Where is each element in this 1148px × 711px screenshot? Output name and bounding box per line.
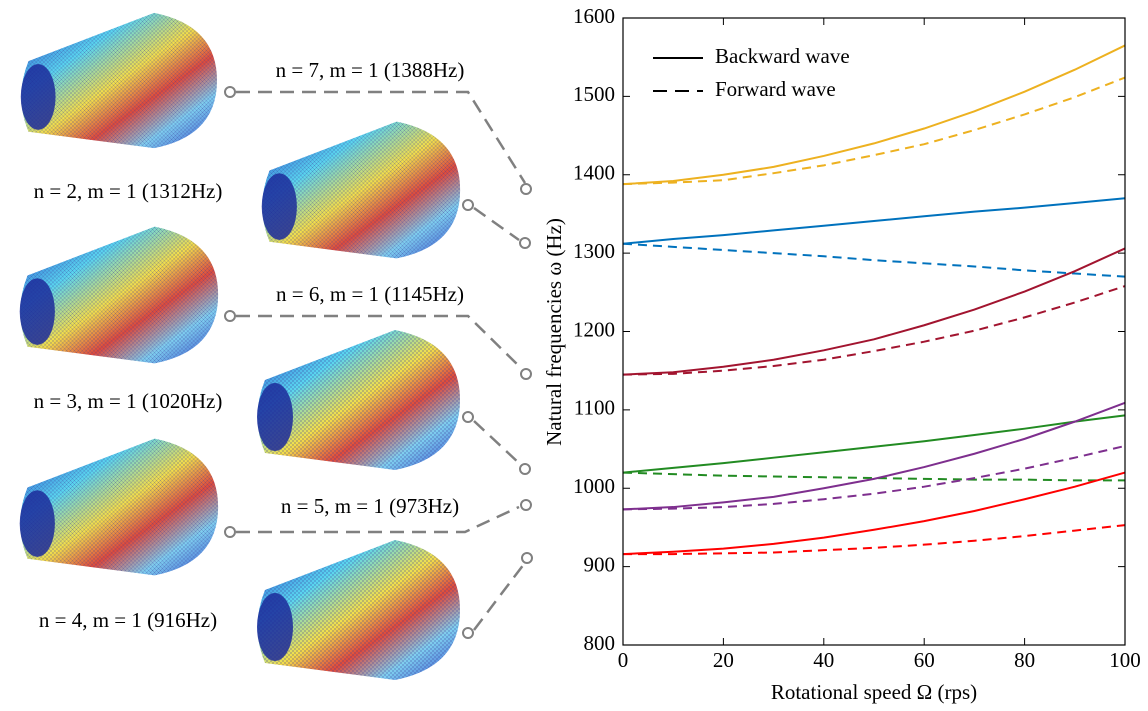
connector bbox=[236, 90, 527, 184]
y-tick-label: 1100 bbox=[574, 396, 615, 420]
line-series bbox=[622, 242, 1126, 278]
x-tick-label: 80 bbox=[1014, 648, 1035, 672]
line-series bbox=[622, 197, 1126, 245]
connector-end bbox=[520, 499, 532, 511]
connector-end bbox=[462, 199, 474, 211]
line-series bbox=[622, 247, 1126, 376]
mode-shape bbox=[257, 540, 460, 680]
mode-label: n = 2, m = 1 (1312Hz) bbox=[34, 179, 223, 203]
legend-label: Backward wave bbox=[715, 44, 850, 68]
connector-end bbox=[224, 86, 236, 98]
y-tick-label: 1000 bbox=[573, 474, 615, 498]
mode-label: n = 3, m = 1 (1020Hz) bbox=[34, 389, 223, 413]
connector bbox=[473, 420, 521, 465]
line-series bbox=[623, 524, 1126, 556]
x-tick-label: 20 bbox=[713, 648, 734, 672]
x-axis-label: Rotational speed Ω (rps) bbox=[771, 680, 977, 704]
y-tick-label: 1500 bbox=[573, 82, 615, 106]
connector bbox=[473, 206, 520, 242]
mode-labels: n = 7, m = 1 (1388Hz) n = 2, m = 1 (1312… bbox=[34, 58, 465, 632]
connector-end bbox=[519, 463, 531, 475]
mode-shape bbox=[261, 121, 461, 259]
line-series bbox=[622, 471, 1126, 556]
line-series bbox=[622, 414, 1126, 474]
y-tick-label: 1300 bbox=[573, 239, 615, 263]
connector-end bbox=[521, 552, 533, 564]
connector bbox=[236, 505, 520, 534]
line-series bbox=[622, 471, 1125, 482]
mode-shape bbox=[19, 226, 219, 364]
mode-label: n = 5, m = 1 (973Hz) bbox=[281, 494, 459, 518]
line-series bbox=[622, 444, 1126, 511]
line-series bbox=[622, 401, 1126, 511]
connector-end bbox=[520, 368, 532, 380]
line-series bbox=[622, 44, 1126, 186]
connectors bbox=[224, 86, 533, 639]
x-tick-label: 0 bbox=[618, 648, 629, 672]
y-tick-label: 800 bbox=[584, 631, 616, 655]
connector bbox=[236, 314, 523, 370]
mode-shape bbox=[257, 330, 460, 470]
mode-label: n = 6, m = 1 (1145Hz) bbox=[276, 282, 464, 306]
legend-label: Forward wave bbox=[715, 77, 836, 101]
connector-end bbox=[224, 310, 236, 322]
y-axis-label: Natural frequencies ω (Hz) bbox=[542, 218, 566, 446]
mode-label: n = 7, m = 1 (1388Hz) bbox=[276, 58, 465, 82]
connector-end bbox=[462, 411, 474, 423]
line-series bbox=[622, 76, 1126, 186]
mode-shape bbox=[19, 438, 219, 576]
connector-end bbox=[519, 237, 531, 249]
line-series bbox=[622, 285, 1126, 376]
y-tick-label: 900 bbox=[584, 552, 616, 576]
mode-shapes bbox=[19, 12, 461, 680]
connector bbox=[473, 563, 525, 631]
mode-shape bbox=[20, 12, 218, 149]
y-tick-label: 1400 bbox=[573, 161, 615, 185]
y-tick-label: 1200 bbox=[573, 317, 615, 341]
mode-label: n = 4, m = 1 (916Hz) bbox=[39, 608, 217, 632]
connector-end bbox=[520, 183, 532, 195]
connector-end bbox=[224, 526, 236, 538]
x-tick-label: 100 bbox=[1109, 648, 1141, 672]
x-tick-label: 40 bbox=[813, 648, 834, 672]
connector-end bbox=[462, 627, 474, 639]
y-tick-label: 1600 bbox=[573, 4, 615, 28]
x-tick-label: 60 bbox=[914, 648, 935, 672]
